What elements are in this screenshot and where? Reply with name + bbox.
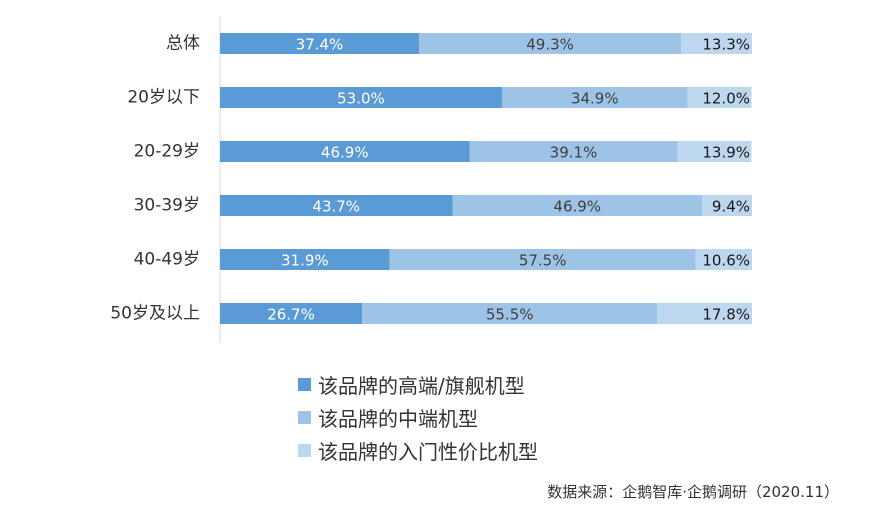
bar-segment-high-end xyxy=(220,303,363,324)
data-label-entry-level: 13.9% xyxy=(702,144,750,162)
data-label-high-end: 53.0% xyxy=(337,90,385,108)
data-label-entry-level: 13.3% xyxy=(702,36,750,54)
data-label-mid-range: 39.1% xyxy=(550,144,598,162)
category-label: 总体 xyxy=(166,34,200,54)
legend-item-mid-range: 该品牌的中端机型 xyxy=(298,401,538,434)
legend-swatch-high-end xyxy=(298,378,311,391)
category-label: 20-29岁 xyxy=(134,142,200,162)
data-label-high-end: 31.9% xyxy=(281,252,329,270)
legend-swatch-entry-level xyxy=(298,444,311,457)
bar-segment-mid-range xyxy=(469,141,678,162)
legend-item-entry-level: 该品牌的入门性价比机型 xyxy=(298,434,538,467)
bar-segment-high-end xyxy=(220,249,390,270)
stacked-bar-chart: 总体 37.4% 49.3% 13.3% 20岁以下 53.0% 34.9% 12.0% 20-… xyxy=(110,16,752,343)
bar-segment-entry-level xyxy=(681,33,752,54)
legend-swatch-mid-range xyxy=(298,411,311,424)
source-note: 数据来源：企鹅智库·企鹅调研（2020.11） xyxy=(547,483,839,501)
bar-segment-entry-level xyxy=(695,249,752,270)
bar-segment-entry-level xyxy=(677,141,752,162)
bar-segment-entry-level xyxy=(657,303,752,324)
legend-item-high-end: 该品牌的高端/旗舰机型 xyxy=(298,368,538,401)
legend: 该品牌的高端/旗舰机型 该品牌的中端机型 该品牌的入门性价比机型 xyxy=(298,368,538,467)
data-label-entry-level: 9.4% xyxy=(712,198,750,216)
data-label-mid-range: 55.5% xyxy=(486,306,534,324)
bar-segment-entry-level xyxy=(687,87,752,108)
data-label-high-end: 37.4% xyxy=(296,36,344,54)
data-label-high-end: 46.9% xyxy=(321,144,369,162)
bar-segment-entry-level xyxy=(701,195,752,216)
data-label-mid-range: 57.5% xyxy=(519,252,567,270)
bar-segment-high-end xyxy=(220,33,419,54)
data-label-mid-range: 46.9% xyxy=(553,198,601,216)
data-label-entry-level: 17.8% xyxy=(702,306,750,324)
bar-segment-high-end xyxy=(220,195,453,216)
legend-label-mid-range: 该品牌的中端机型 xyxy=(318,407,478,431)
data-label-entry-level: 12.0% xyxy=(702,90,750,108)
category-label: 40-49岁 xyxy=(134,250,200,270)
category-label: 20岁以下 xyxy=(127,88,200,108)
data-label-mid-range: 49.3% xyxy=(526,36,574,54)
bar-segment-high-end xyxy=(220,141,470,162)
bar-segment-mid-range xyxy=(452,195,702,216)
legend-label-high-end: 该品牌的高端/旗舰机型 xyxy=(318,374,525,398)
data-label-high-end: 26.7% xyxy=(267,306,315,324)
data-label-entry-level: 10.6% xyxy=(702,252,750,270)
bar-segment-mid-range xyxy=(362,303,658,324)
data-label-high-end: 43.7% xyxy=(312,198,360,216)
category-label: 50岁及以上 xyxy=(110,304,200,324)
category-label: 30-39岁 xyxy=(134,196,200,216)
bar-segment-mid-range xyxy=(501,87,688,108)
data-label-mid-range: 34.9% xyxy=(571,90,619,108)
bar-segment-mid-range xyxy=(389,249,696,270)
legend-label-entry-level: 该品牌的入门性价比机型 xyxy=(318,440,538,464)
bar-segment-high-end xyxy=(220,87,502,108)
bar-segment-mid-range xyxy=(418,33,682,54)
